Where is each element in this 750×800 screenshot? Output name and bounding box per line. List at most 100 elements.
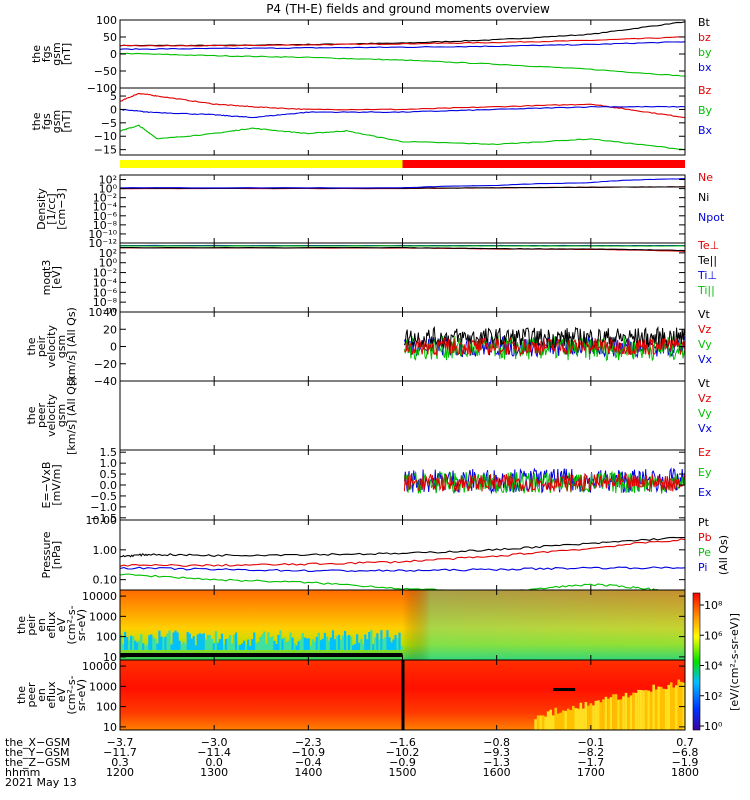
spectrogram-cell bbox=[364, 634, 367, 650]
spectrogram-cell bbox=[599, 702, 603, 730]
y-axis-label-line: the bbox=[25, 406, 38, 424]
y-tick-label: 1000 bbox=[89, 680, 117, 693]
spectrogram-cell bbox=[354, 643, 357, 650]
spectrogram-cell bbox=[394, 635, 397, 650]
y-axis: 100 50 0 −50 −100 bbox=[87, 14, 685, 95]
x-axis-row-label: the_X−GSM bbox=[5, 736, 70, 749]
x-ticks bbox=[119, 175, 686, 243]
spectrogram-cell bbox=[144, 645, 147, 650]
y-axis-label-line: gsm bbox=[55, 335, 68, 358]
spectrogram-cell bbox=[368, 631, 371, 650]
legend-entry: Vz bbox=[698, 323, 712, 336]
y-tick-label: 10⁻⁸ bbox=[93, 219, 118, 232]
spectrogram-cell bbox=[629, 695, 633, 730]
colorbar-tick-label: 10⁴ bbox=[704, 660, 723, 673]
spectrogram-cell bbox=[228, 635, 232, 650]
spectrogram-cell bbox=[120, 634, 123, 650]
trace-band-4 bbox=[404, 337, 686, 357]
x-axis-value: −3.0 bbox=[201, 736, 228, 749]
spectrogram-cell bbox=[566, 708, 570, 730]
y-tick-label: −5 bbox=[101, 117, 117, 130]
spectrogram-cell bbox=[289, 632, 292, 650]
spectrogram-cell bbox=[204, 639, 207, 650]
spectrogram-cell bbox=[200, 634, 203, 650]
spectrogram-cell bbox=[348, 635, 351, 650]
y-tick-label: 0.10 bbox=[93, 574, 118, 587]
spectrogram-cell bbox=[594, 700, 598, 730]
spectrogram-cell bbox=[303, 637, 306, 650]
spectrogram-cell bbox=[614, 694, 618, 730]
y-axis-label-line: [cm−3] bbox=[55, 188, 68, 230]
spectrogram-cell bbox=[556, 713, 560, 730]
y-axis-label-line: peer bbox=[25, 682, 38, 708]
x-axis-row-label: the_Y−GSM bbox=[5, 746, 70, 759]
x-ticks bbox=[119, 590, 686, 660]
y-axis-label-line: the bbox=[30, 112, 43, 130]
y-axis-label-line: peir bbox=[25, 614, 38, 636]
spectrogram-cell bbox=[612, 694, 615, 730]
spectrogram-cell bbox=[285, 642, 288, 650]
colorbar-tick-label: 10⁶ bbox=[704, 629, 723, 642]
x-axis-value: 0.3 bbox=[111, 756, 129, 769]
panel-7: 1.51.00.50.0−0.5−1.0−1.5 E=−VxB[mV/m] Ez Ey… bbox=[40, 446, 712, 525]
y-tick-label: 10⁻¹⁰ bbox=[88, 228, 117, 241]
spectrogram-cell bbox=[156, 643, 159, 650]
spectrogram-cell bbox=[346, 635, 349, 650]
y-axis-label-line: the bbox=[25, 337, 38, 355]
y-axis-label-line: eV bbox=[55, 687, 68, 702]
spectrogram-cell bbox=[667, 684, 671, 730]
spectrogram-cell bbox=[674, 685, 678, 730]
legend-entry: Vt bbox=[698, 377, 711, 390]
panel-4: 10²10⁰10⁻²10⁻⁴10⁻⁶10⁻⁸10⁻¹⁰moqt3[eV]Te⊥T… bbox=[40, 239, 719, 319]
spectrogram-cell bbox=[226, 638, 230, 650]
panels: 100500−50−100thefgsgsm[nT]Btbzbybx50−5−1… bbox=[15, 14, 730, 734]
x-ticks bbox=[119, 312, 686, 381]
y-tick-label: 10⁻² bbox=[93, 267, 117, 280]
spectrogram-cell bbox=[160, 636, 163, 650]
x-axis-value: 0.0 bbox=[205, 756, 223, 769]
series-Te|| bbox=[120, 247, 686, 252]
y-axis: 10000 1000 100 10 bbox=[82, 660, 685, 734]
spectrogram-cell bbox=[206, 634, 209, 650]
spectrogram-cell bbox=[196, 634, 199, 650]
spectrogram-cell bbox=[237, 645, 240, 650]
y-tick-label: 10⁻⁴ bbox=[93, 201, 118, 214]
y-axis-label-line: moqt3 bbox=[40, 260, 53, 296]
spectrogram-cell bbox=[362, 644, 365, 650]
spectrogram-cell bbox=[186, 631, 189, 650]
spectrogram-cell bbox=[208, 635, 211, 650]
trace-band-3 bbox=[403, 472, 686, 493]
x-axis-value: −1.7 bbox=[577, 756, 604, 769]
y-axis-title: Pressure[nPa] bbox=[40, 531, 63, 578]
series-Pi bbox=[119, 566, 686, 573]
spectrogram-cell bbox=[659, 686, 663, 730]
y-axis: 1.51.00.50.0−0.5−1.0−1.5 bbox=[90, 446, 685, 525]
legend-entry: Ni bbox=[698, 191, 709, 204]
y-axis: 10.00 1.00 0.10 bbox=[86, 514, 685, 587]
spectrogram-cell bbox=[267, 632, 270, 650]
y-tick-label: 10⁻¹⁰ bbox=[88, 306, 117, 319]
legend: Vt Vz Vy Vx bbox=[698, 308, 713, 366]
spectrogram-cell bbox=[654, 689, 658, 730]
spectrogram-cell bbox=[564, 710, 568, 730]
spectrogram-cell bbox=[136, 642, 139, 650]
y-axis-label-line: (cm²-s- bbox=[65, 675, 78, 714]
spectrogram-cell bbox=[546, 711, 550, 730]
spectrogram-cell bbox=[632, 692, 635, 730]
y-axis-label-line: [mV/m] bbox=[50, 464, 63, 505]
y-axis-label-line: gsm bbox=[50, 42, 63, 65]
spectrogram-cell bbox=[138, 640, 141, 650]
date-label: 2021 May 13 bbox=[5, 776, 77, 789]
spectrogram-cell bbox=[370, 630, 373, 650]
y-axis-label-line: peer bbox=[35, 403, 48, 429]
spectrogram-cell bbox=[386, 630, 389, 650]
spectrogram-cell bbox=[313, 641, 316, 650]
spectrogram-cell bbox=[305, 638, 308, 650]
y-tick-label: 0 bbox=[110, 48, 117, 61]
y-tick-label: 100 bbox=[96, 631, 117, 644]
y-axis-label-line: the bbox=[15, 686, 28, 704]
y-axis: 40 20 0 −20 −40 bbox=[94, 306, 685, 388]
